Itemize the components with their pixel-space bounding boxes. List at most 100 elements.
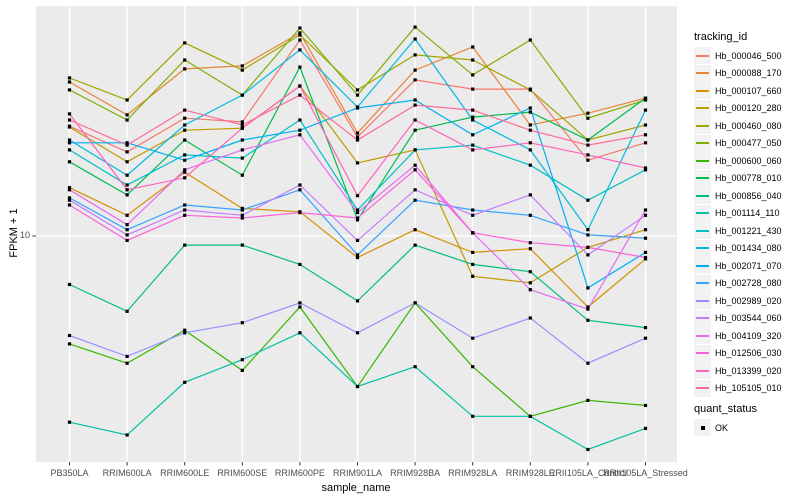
- data-point: [413, 188, 417, 192]
- data-point: [643, 166, 648, 170]
- y-tick-label: 10: [19, 230, 30, 240]
- data-point: [125, 141, 129, 145]
- legend-item-label: Hb_000460_080: [715, 120, 782, 131]
- data-point: [643, 326, 648, 330]
- legend-item-label: Hb_013399_020: [715, 365, 782, 376]
- series-color-line-icon: [696, 54, 709, 57]
- data-point: [240, 321, 244, 325]
- data-point: [67, 420, 72, 424]
- x-tick-label: RRIM928LA: [448, 468, 498, 478]
- legend-item-label: Hb_000600_060: [715, 155, 782, 166]
- series-color-line-icon: [696, 72, 709, 75]
- legend-title-quant-status: quant_status: [694, 403, 757, 415]
- data-point: [355, 218, 360, 222]
- data-point: [471, 250, 475, 254]
- legend-item: Hb_004109_320: [694, 327, 798, 345]
- data-point: [67, 88, 72, 92]
- data-point: [240, 358, 244, 362]
- data-point: [298, 211, 302, 215]
- data-point: [240, 208, 244, 212]
- data-point: [67, 342, 72, 346]
- legend-item-label: Hb_002989_020: [715, 295, 782, 306]
- x-axis-title: sample_name: [321, 482, 391, 494]
- data-point: [298, 118, 302, 122]
- data-point: [67, 188, 72, 192]
- x-tick-label: PB350LA: [50, 468, 89, 478]
- legend-item: Hb_002989_020: [694, 292, 798, 310]
- data-point: [240, 93, 244, 97]
- legend-key-line-icon: [694, 344, 711, 362]
- data-point: [67, 198, 72, 202]
- data-point: [125, 150, 129, 154]
- data-point: [528, 128, 532, 132]
- legend-item-label: Hb_012506_030: [715, 348, 782, 359]
- data-point: [183, 67, 187, 71]
- legend-item: Hb_000477_050: [694, 134, 798, 153]
- data-point: [586, 286, 590, 290]
- data-point: [67, 112, 72, 116]
- data-point: [125, 113, 129, 117]
- legend-item-label: Hb_002728_080: [715, 278, 782, 289]
- data-point: [528, 316, 532, 320]
- data-point: [67, 186, 72, 190]
- data-point: [125, 238, 129, 242]
- legend-key-square-icon: [694, 419, 711, 437]
- legend-key-line-icon: [694, 362, 711, 380]
- data-point: [240, 120, 244, 124]
- data-point: [643, 108, 648, 112]
- data-point: [67, 160, 72, 164]
- data-point: [528, 247, 532, 251]
- data-point: [471, 231, 475, 235]
- data-point: [413, 98, 417, 102]
- data-point: [471, 213, 475, 217]
- data-point: [643, 98, 648, 102]
- legend-item: Hb_000107_660: [694, 82, 798, 100]
- data-point: [643, 96, 648, 100]
- data-point: [528, 213, 532, 217]
- data-point: [125, 354, 129, 358]
- data-point: [643, 255, 648, 260]
- data-point: [471, 108, 475, 112]
- legend-item: Hb_001221_430: [694, 222, 798, 240]
- legend-item-label: Hb_000046_500: [715, 50, 782, 61]
- data-point: [67, 141, 72, 145]
- legend-key-line-icon: [694, 274, 711, 292]
- legend-key-line-icon: [694, 379, 711, 397]
- data-point: [471, 87, 475, 91]
- x-tick-label: RRIM901LA: [332, 468, 383, 478]
- data-point: [67, 282, 72, 287]
- data-point: [298, 301, 302, 305]
- data-point: [528, 414, 532, 418]
- data-point: [125, 173, 129, 177]
- legend-item: Hb_001434_080: [694, 239, 798, 258]
- data-point: [67, 76, 72, 80]
- data-point: [528, 193, 532, 197]
- data-point: [471, 274, 475, 278]
- legend-items-quant-status: OK: [694, 419, 798, 437]
- data-point: [528, 270, 532, 274]
- data-point: [471, 143, 475, 147]
- legend-key-line-icon: [694, 134, 711, 152]
- legend-key-line-icon: [694, 327, 711, 345]
- data-point: [643, 426, 648, 430]
- legend-key-line-icon: [694, 222, 711, 240]
- data-point: [413, 228, 417, 232]
- data-point: [183, 331, 187, 335]
- data-point: [183, 208, 187, 212]
- data-point: [643, 123, 648, 127]
- data-point: [586, 245, 590, 249]
- data-point: [355, 255, 360, 260]
- data-point: [355, 331, 360, 335]
- series-color-line-icon: [696, 282, 709, 285]
- legend-item: Hb_000046_500: [694, 47, 798, 65]
- data-point: [67, 333, 72, 338]
- x-tick-label: RRIM600SE: [217, 468, 268, 478]
- data-point: [413, 37, 417, 41]
- data-point: [298, 183, 302, 187]
- data-point: [183, 168, 187, 172]
- data-point: [183, 243, 187, 247]
- data-point: [471, 148, 475, 152]
- data-point: [125, 193, 129, 197]
- data-point: [298, 188, 302, 192]
- x-tick-label: RRII105LA_Control: [548, 468, 627, 478]
